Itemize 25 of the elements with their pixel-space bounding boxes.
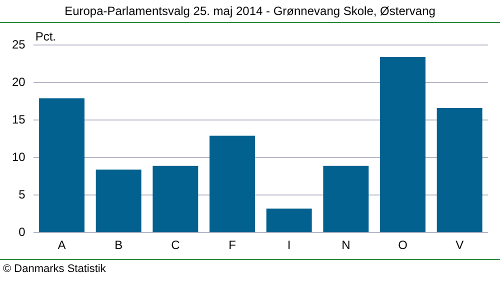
text: © Danmarks Statistik (3, 263, 106, 275)
bar (266, 208, 312, 232)
x-tick-label: I (287, 238, 291, 252)
bar (96, 170, 142, 232)
y-tick-label: 10 (12, 150, 26, 164)
x-tick-label: F (228, 238, 236, 252)
x-tick-label: V (456, 238, 464, 252)
bar (380, 57, 426, 232)
bar (210, 136, 255, 232)
chart-title: Europa-Parlamentsvalg 25. maj 2014 - Grønnevang Skole, Østervang (0, 0, 500, 23)
y-axis-title: Pct. (35, 29, 56, 44)
y-tick-label: 5 (18, 187, 26, 202)
x-tick-label: O (398, 238, 408, 252)
x-tick-label: A (58, 238, 66, 252)
y-tick-label: 20 (12, 74, 26, 89)
y-tick-label: 15 (12, 112, 26, 126)
bar (39, 98, 84, 232)
y-tick-label: 25 (12, 37, 26, 52)
bar (436, 108, 482, 232)
bar (323, 166, 369, 232)
x-tick-label: C (171, 238, 180, 252)
x-tick-label: N (342, 238, 350, 252)
bar (152, 166, 198, 232)
x-tick-label: B (114, 238, 123, 252)
y-tick-label: 0 (18, 224, 26, 239)
